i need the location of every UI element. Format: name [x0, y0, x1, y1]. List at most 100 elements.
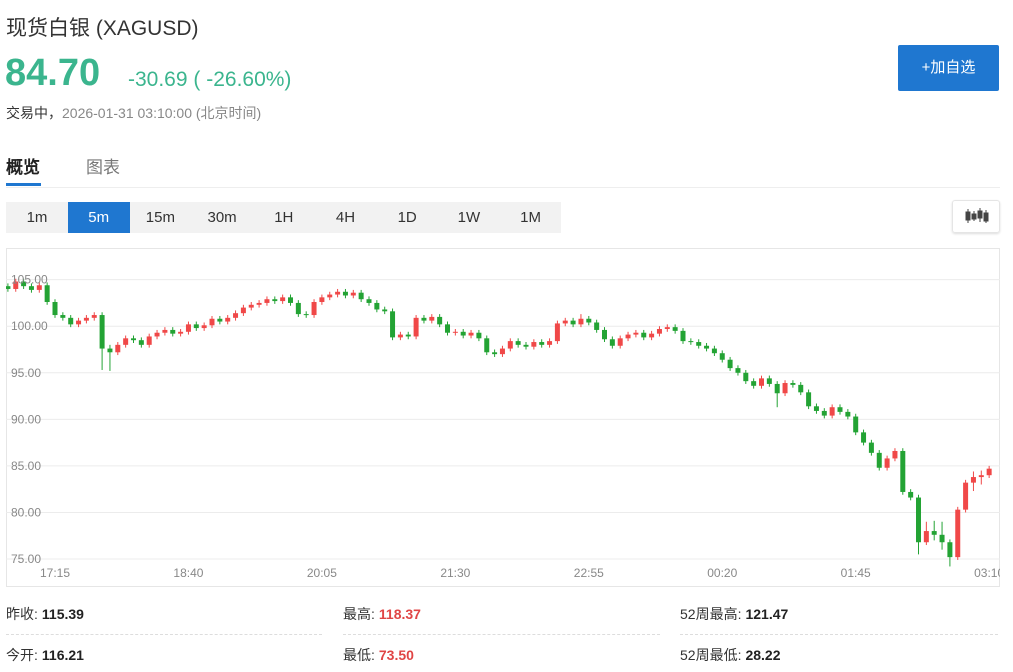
plot-border	[6, 248, 1000, 587]
candle-body	[44, 285, 50, 303]
interval-button[interactable]: 30m	[207, 209, 237, 226]
candle-body	[782, 383, 788, 394]
candle-body	[633, 332, 639, 335]
candle-body	[884, 458, 890, 468]
candle-body	[876, 452, 882, 468]
candle-body	[507, 341, 513, 349]
candle-body	[586, 318, 592, 323]
candle-body	[641, 332, 647, 338]
candle-body	[445, 324, 450, 333]
candle-body	[193, 324, 199, 329]
candle-body	[6, 286, 11, 289]
candle-body	[374, 302, 380, 310]
stat-label: 52周最低:	[680, 647, 742, 663]
stat: 昨收: 115.39	[6, 604, 84, 624]
candle-body	[790, 383, 796, 385]
candle-body	[562, 320, 568, 324]
interval-button[interactable]: 1M	[520, 209, 542, 226]
interval-button[interactable]: 1m	[26, 209, 48, 226]
y-tick-label: 100.00	[11, 319, 48, 333]
candle-body	[437, 316, 443, 325]
candle-body	[264, 299, 270, 303]
candle-body	[170, 329, 176, 334]
stat-label: 最低:	[343, 647, 375, 663]
candle-body	[923, 531, 929, 543]
stat-value: 28.22	[745, 647, 781, 663]
candle-body	[295, 302, 301, 315]
status: 交易中，2026-01-31 03:10:00 (北京时间)	[6, 103, 261, 123]
candle-body	[806, 392, 812, 407]
interval-button[interactable]: 5m	[67, 202, 130, 233]
x-tick-label: 18:40	[173, 566, 203, 580]
tab-overview[interactable]: 概览	[6, 158, 40, 177]
divider	[6, 634, 322, 635]
chart-type-button[interactable]	[952, 200, 1000, 233]
interval-button[interactable]: 1H	[274, 209, 294, 226]
interval-button[interactable]: 15m	[145, 209, 175, 226]
candle-body	[664, 327, 670, 330]
candle-body	[68, 317, 74, 325]
add-watchlist-button[interactable]: +加自选	[898, 45, 999, 91]
candle-body	[963, 482, 969, 510]
candle-body	[185, 324, 191, 332]
candle-body	[719, 353, 725, 360]
interval-button[interactable]: 1D	[397, 209, 417, 226]
candle-body	[900, 450, 906, 492]
candle-body	[240, 307, 246, 314]
candle-body	[311, 302, 317, 316]
candle-body	[397, 334, 403, 338]
candle-body	[696, 342, 702, 346]
candle-body	[83, 317, 89, 321]
timestamp: 2026-01-31 03:10:00 (北京时间)	[62, 105, 262, 121]
x-tick-label: 21:30	[440, 566, 470, 580]
candle-body	[421, 317, 427, 321]
change-value: -30.69	[128, 68, 188, 91]
interval-button[interactable]: 4H	[335, 209, 356, 226]
candle-body	[743, 372, 749, 382]
candle-body	[76, 320, 82, 325]
candle-body	[154, 332, 160, 337]
candle-body	[547, 341, 553, 345]
stat-value: 116.21	[41, 647, 84, 663]
candle-body	[342, 291, 348, 296]
candle-body	[774, 383, 780, 394]
candle-body	[138, 340, 144, 345]
candle-body	[798, 384, 804, 393]
candle-body	[303, 314, 309, 316]
candle-body	[209, 318, 215, 326]
price: 84.70	[5, 52, 101, 94]
candle-body	[115, 344, 121, 353]
candle-body	[727, 359, 733, 369]
candle-body	[594, 322, 600, 330]
candle-body	[837, 407, 843, 412]
candle-body	[131, 338, 136, 341]
candle-body	[327, 294, 333, 298]
candle-body	[429, 316, 435, 321]
candle-body	[178, 331, 184, 334]
interval-button[interactable]: 1W	[457, 209, 481, 226]
candle-body	[248, 304, 254, 308]
stat-label: 昨收:	[6, 606, 38, 622]
candle-body	[99, 315, 105, 349]
candle-body	[280, 297, 286, 302]
candle-body	[217, 318, 223, 322]
stat: 今开: 116.21	[6, 645, 84, 665]
candle-body	[845, 411, 851, 417]
candle-body	[225, 317, 231, 322]
candle-body	[539, 342, 545, 345]
candle-body	[704, 345, 710, 349]
x-tick-label: 22:55	[574, 566, 604, 580]
tab-divider	[6, 187, 1000, 188]
candle-body	[523, 344, 529, 347]
x-tick-label: 03:10	[974, 566, 1004, 580]
change: -30.69 ( -26.60%)	[128, 68, 291, 92]
candle-body	[405, 334, 411, 337]
candle-body	[460, 331, 466, 336]
candle-body	[625, 334, 631, 339]
candle-body	[358, 292, 364, 300]
candle-body	[256, 302, 262, 305]
candle-body	[688, 341, 694, 343]
tab-chart[interactable]: 图表	[86, 158, 120, 177]
